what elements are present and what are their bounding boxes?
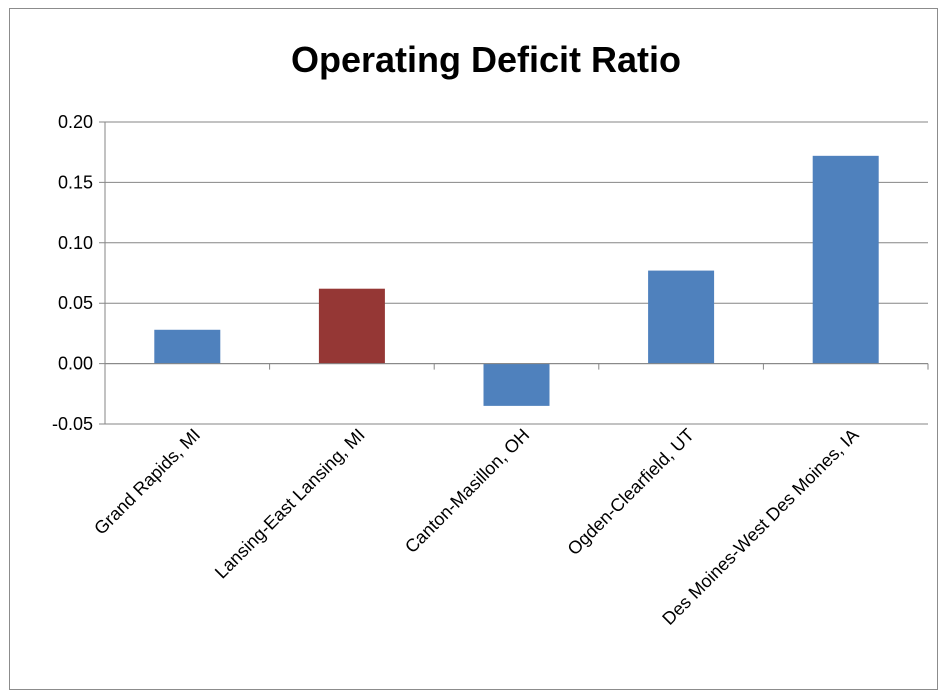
y-tick-label: 0.15: [58, 172, 93, 192]
x-category-label: Grand Rapids, MI: [90, 425, 204, 539]
y-tick-label: 0.20: [58, 112, 93, 132]
y-tick-label: -0.05: [52, 414, 93, 434]
bar: [812, 155, 879, 364]
y-tick-label: 0.10: [58, 233, 93, 253]
x-category-label: Lansing-East Lansing, MI: [211, 425, 369, 583]
bar: [648, 270, 715, 364]
bar: [154, 329, 221, 364]
x-category-label: Ogden-Clearfield, UT: [564, 425, 698, 559]
x-category-label: Canton-Masillon, OH: [401, 425, 533, 557]
bar: [318, 288, 385, 364]
bar: [483, 363, 550, 406]
x-category-label: Des Moines-West Des Moines, IA: [658, 425, 862, 629]
y-tick-label: 0.00: [58, 354, 93, 374]
chart-title: Operating Deficit Ratio: [291, 39, 681, 80]
y-tick-label: 0.05: [58, 293, 93, 313]
